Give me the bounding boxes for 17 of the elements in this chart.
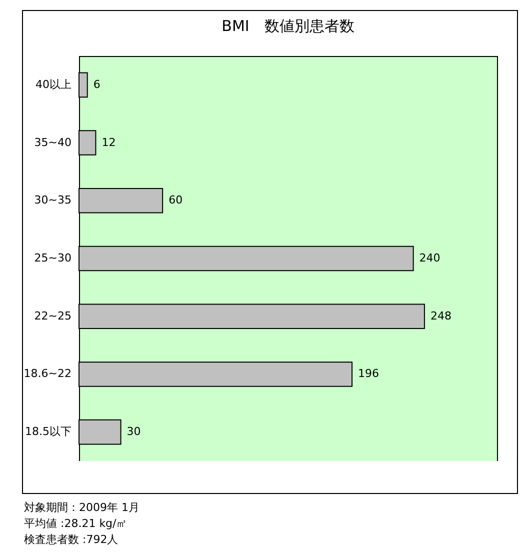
y-tick-label: 30~35 [34, 194, 72, 207]
text: 検査患者数 :792人 [24, 532, 120, 548]
data-label: 6 [93, 78, 100, 91]
y-tick-label: 35~40 [34, 136, 72, 149]
y-tick-label: 18.5以下 [25, 425, 72, 438]
data-label: 248 [430, 309, 452, 322]
y-tick-label: 18.6~22 [24, 367, 72, 380]
text: 平均値 :28.21 kg/㎡ [24, 516, 128, 532]
data-label: 196 [358, 367, 380, 380]
y-tick-label: 25~30 [34, 252, 72, 264]
data-label: 12 [102, 136, 116, 149]
data-label: 240 [419, 252, 440, 264]
text: 対象期間：2009年 1月 [24, 500, 140, 516]
data-label: 60 [168, 194, 183, 207]
y-tick-label: 22~25 [34, 309, 72, 322]
data-label: 30 [126, 425, 141, 438]
y-tick-label: 40以上 [36, 78, 72, 91]
